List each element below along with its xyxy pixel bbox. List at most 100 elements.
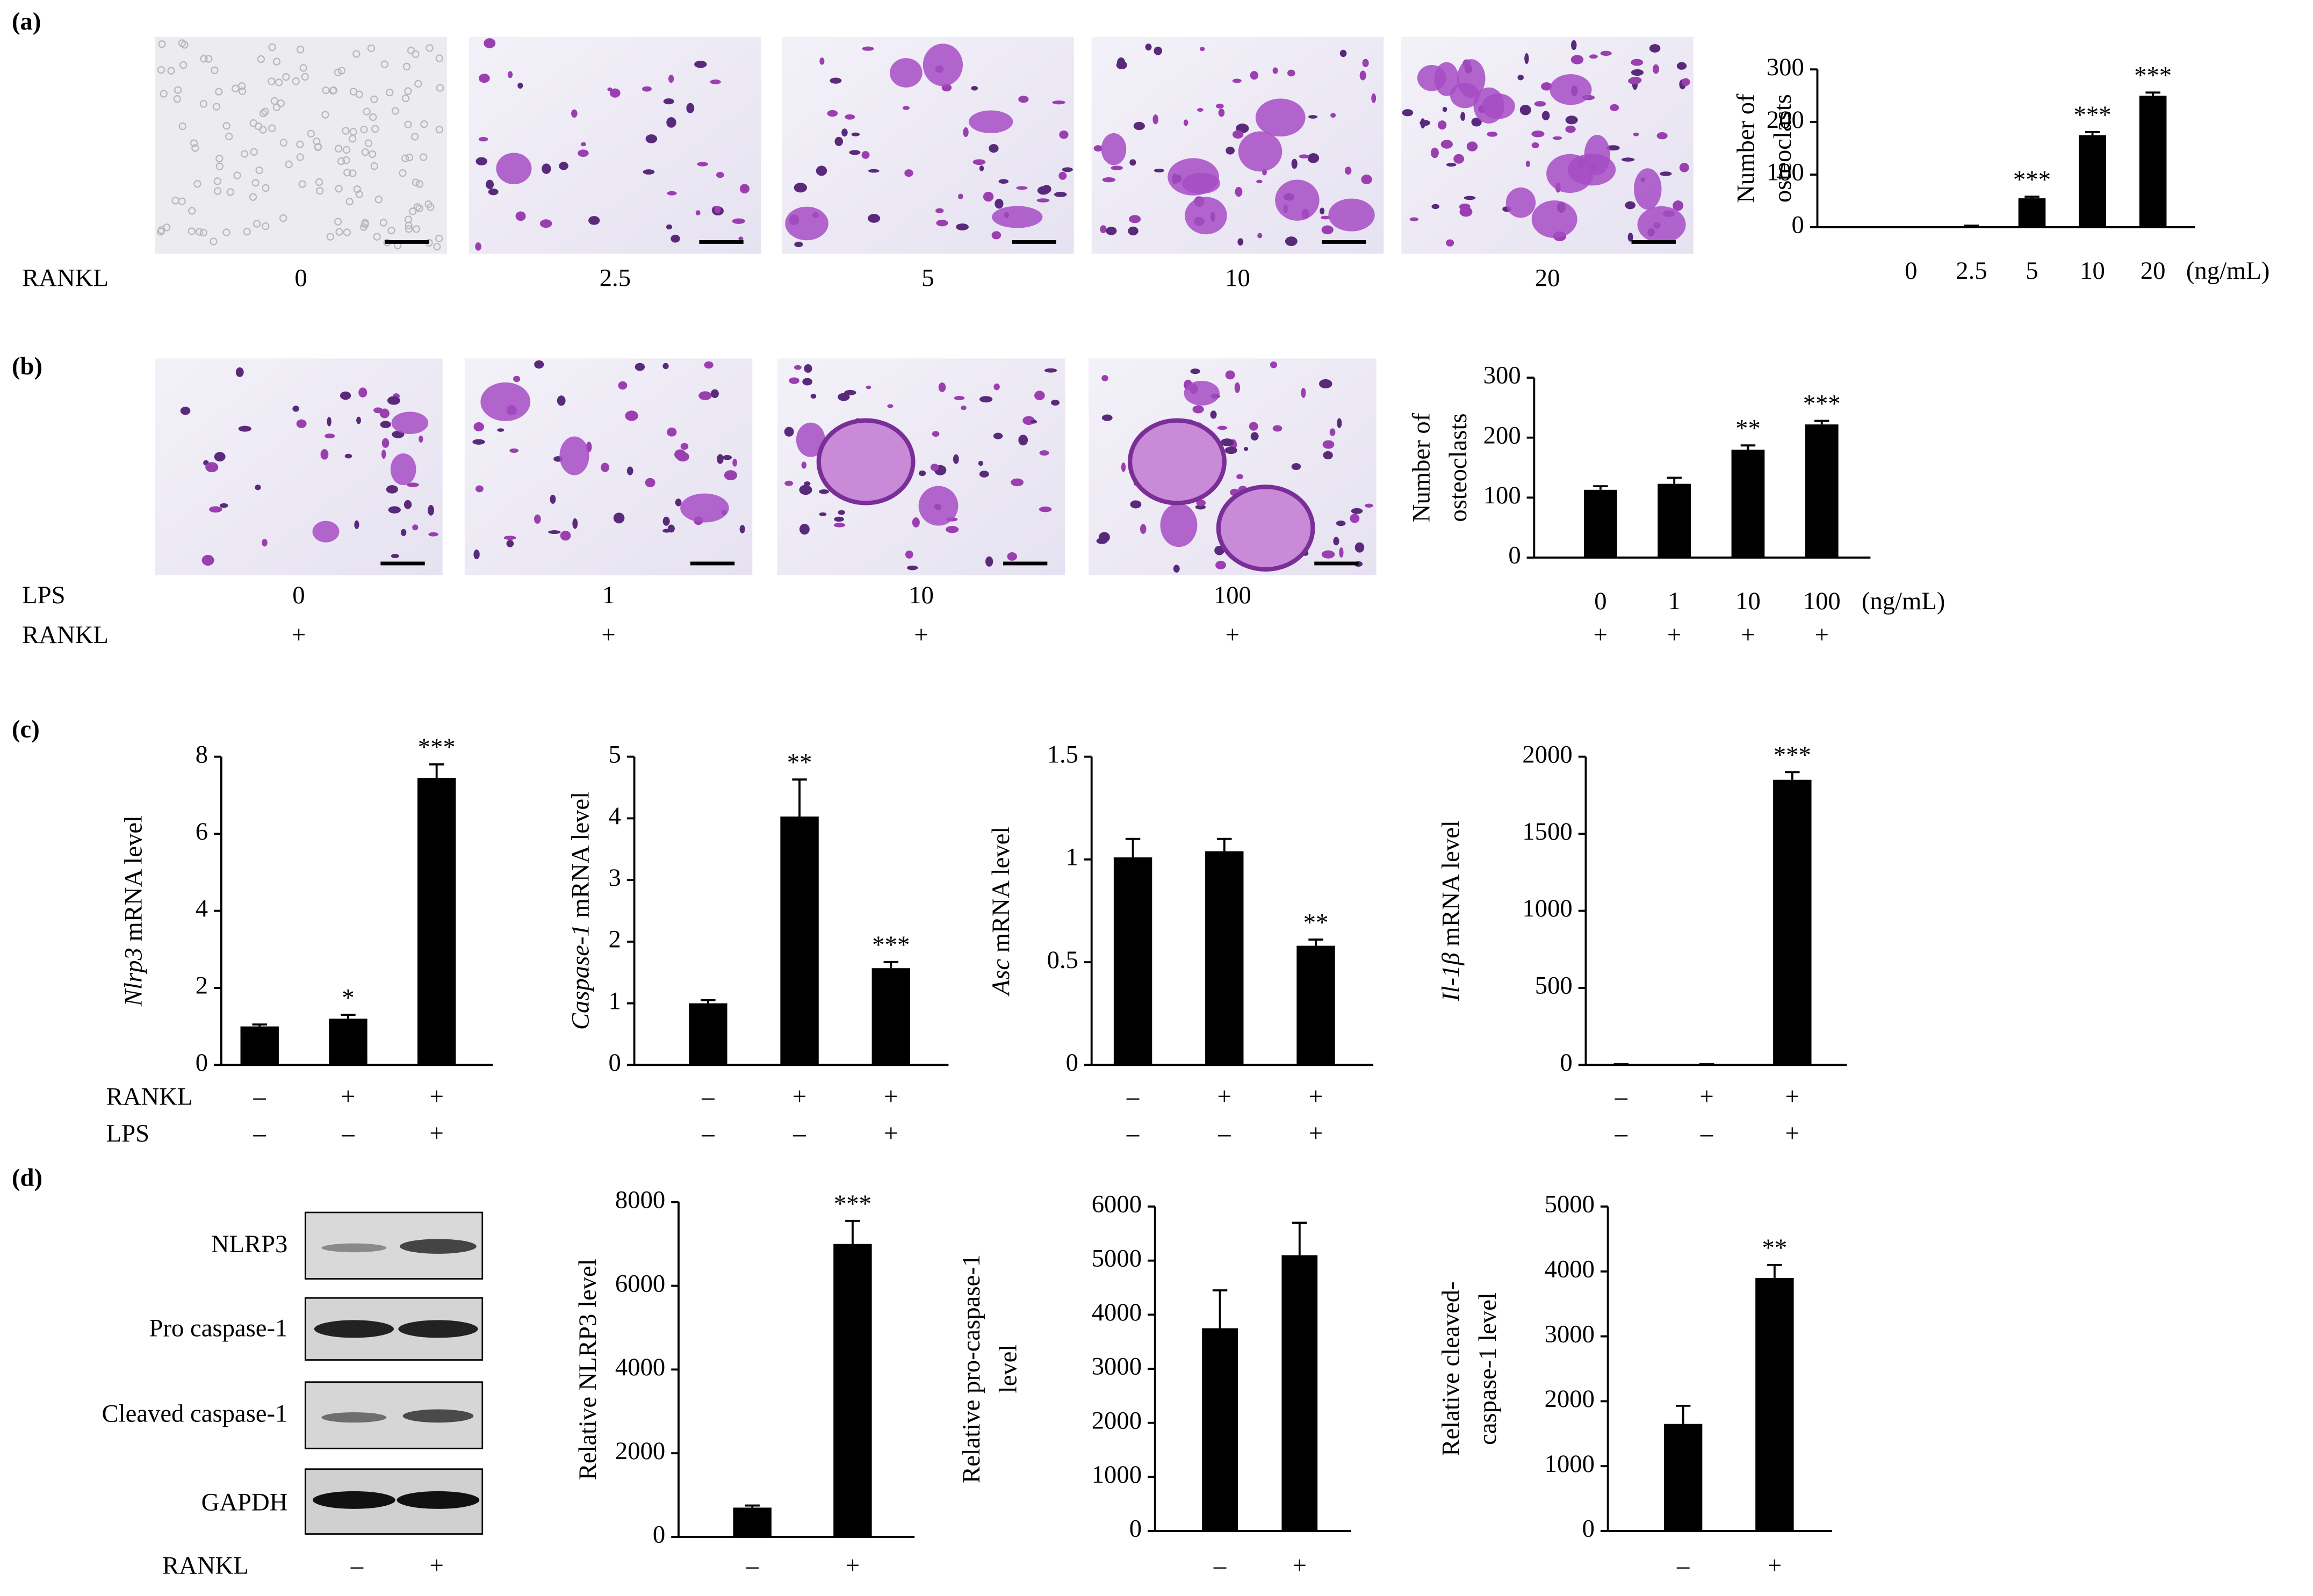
cell bbox=[1190, 369, 1200, 374]
cell bbox=[1101, 414, 1113, 421]
significance: *** bbox=[2074, 101, 2112, 129]
cell bbox=[1442, 106, 1447, 112]
cell bbox=[666, 224, 673, 230]
cell bbox=[1610, 104, 1619, 111]
cell bbox=[866, 385, 871, 389]
cell bbox=[1344, 167, 1352, 175]
cell bbox=[315, 178, 323, 186]
cell bbox=[1039, 506, 1052, 512]
cell bbox=[1631, 69, 1644, 76]
cell bbox=[279, 214, 287, 222]
cell bbox=[219, 503, 228, 508]
band-label: NLRP3 bbox=[211, 1230, 288, 1258]
cell bbox=[1679, 163, 1689, 172]
cell bbox=[262, 538, 268, 547]
cell bbox=[1571, 40, 1577, 50]
cell bbox=[484, 38, 496, 48]
cell bbox=[985, 556, 993, 567]
bar bbox=[733, 1507, 772, 1537]
cell bbox=[1589, 54, 1598, 59]
cell bbox=[478, 136, 488, 142]
blot-band bbox=[313, 1491, 395, 1509]
cell bbox=[222, 228, 230, 236]
y-tick-label: 4000 bbox=[615, 1353, 665, 1381]
cell bbox=[1117, 57, 1126, 68]
cell bbox=[953, 454, 959, 464]
cell bbox=[211, 66, 219, 74]
cell bbox=[667, 524, 675, 533]
y-axis-label: Caspase-1 mRNA level bbox=[566, 792, 594, 1030]
cell bbox=[190, 139, 198, 147]
y-tick-label: 1000 bbox=[1545, 1450, 1595, 1478]
cell bbox=[369, 113, 377, 121]
cell bbox=[497, 428, 505, 432]
cell bbox=[1102, 177, 1116, 183]
osteoclast bbox=[1275, 179, 1320, 221]
condition-value: + bbox=[1815, 621, 1829, 649]
cell bbox=[428, 532, 438, 537]
cell bbox=[226, 188, 234, 196]
cell bbox=[1054, 192, 1067, 197]
y-axis-label-part: caspase-1 level bbox=[1474, 1292, 1502, 1445]
osteoclast bbox=[1531, 200, 1577, 239]
cell bbox=[335, 185, 343, 193]
condition-value: – bbox=[1217, 1120, 1231, 1147]
cell bbox=[249, 193, 257, 201]
condition-value: – bbox=[1615, 1120, 1628, 1147]
x-tick-label: 10 bbox=[2080, 257, 2105, 285]
cell bbox=[386, 89, 394, 97]
cell bbox=[724, 470, 738, 481]
condition-value: + bbox=[884, 1120, 898, 1147]
y-axis-label-part: Number of bbox=[1732, 93, 1760, 203]
cell bbox=[1321, 215, 1330, 220]
cell bbox=[1323, 451, 1333, 460]
cell bbox=[488, 188, 499, 196]
cell bbox=[475, 242, 481, 251]
cell bbox=[1565, 115, 1578, 125]
cell bbox=[1250, 71, 1258, 80]
cell bbox=[834, 516, 844, 522]
cell bbox=[409, 207, 417, 215]
cell bbox=[1652, 64, 1660, 74]
cell bbox=[413, 203, 422, 211]
condition-value: + bbox=[884, 1082, 898, 1110]
error-bar bbox=[252, 1023, 267, 1027]
cell bbox=[349, 128, 357, 136]
osteoclast bbox=[1481, 93, 1515, 119]
cell bbox=[370, 162, 378, 170]
cell bbox=[716, 171, 724, 178]
cell bbox=[268, 43, 276, 52]
significance: ** bbox=[787, 748, 812, 776]
bar bbox=[2139, 96, 2167, 227]
y-tick-label: 1 bbox=[609, 987, 621, 1015]
cell bbox=[238, 425, 251, 432]
cell bbox=[1130, 500, 1142, 509]
cell bbox=[979, 165, 984, 171]
cell bbox=[404, 87, 412, 95]
osteoclast bbox=[559, 436, 589, 475]
cell bbox=[509, 448, 519, 453]
cell bbox=[1257, 233, 1263, 239]
cell bbox=[167, 67, 175, 75]
bar bbox=[1755, 1277, 1794, 1532]
cell bbox=[364, 139, 373, 147]
cell bbox=[180, 407, 191, 415]
bar bbox=[780, 816, 819, 1065]
blot-band bbox=[314, 1320, 394, 1338]
y-axis-label: Il-1β mRNA level bbox=[1437, 820, 1465, 1002]
cell bbox=[784, 427, 794, 437]
y-tick-label: 0 bbox=[1508, 541, 1521, 569]
cell bbox=[1196, 500, 1206, 507]
cell bbox=[1237, 238, 1244, 246]
cell bbox=[1140, 524, 1147, 534]
y-tick-label: 100 bbox=[1483, 481, 1521, 509]
x-unit-label: (ng/mL) bbox=[1862, 587, 1945, 615]
cell bbox=[1059, 130, 1069, 139]
cell bbox=[1339, 547, 1344, 558]
cell bbox=[978, 460, 983, 466]
cell bbox=[486, 179, 494, 190]
osteoclast bbox=[1160, 503, 1198, 547]
cell bbox=[963, 127, 969, 138]
cell bbox=[625, 410, 638, 421]
